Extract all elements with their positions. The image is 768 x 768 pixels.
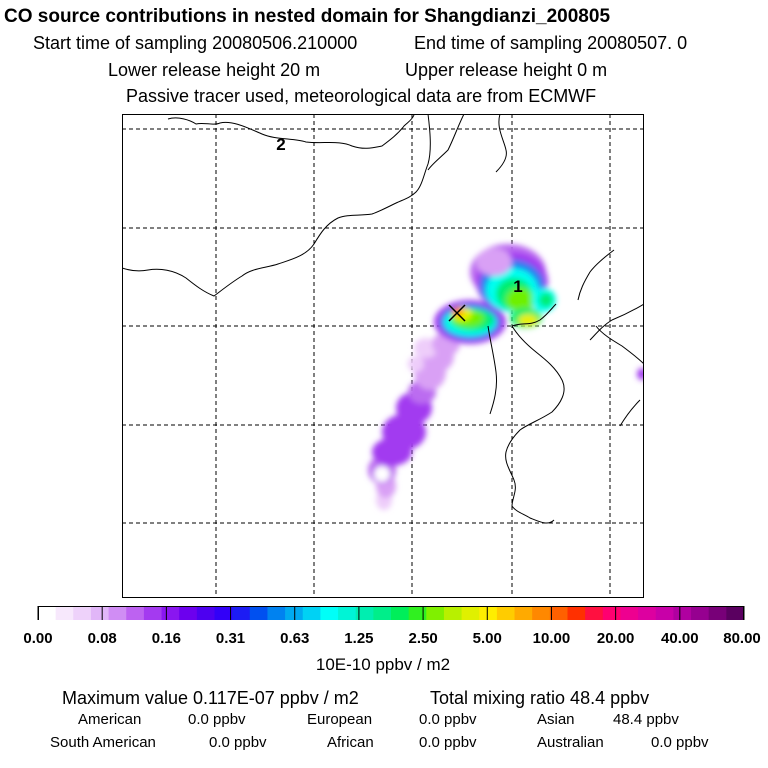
region-name-european: European [307, 711, 373, 728]
colorbar-swatch [408, 606, 427, 620]
colorbar-swatch [708, 606, 727, 620]
colorbar-tick-label: 80.00 [723, 630, 761, 647]
colorbar-tick-label: 10.00 [532, 630, 571, 647]
region-name-asian: Asian [537, 711, 575, 728]
colorbar-swatch [585, 606, 604, 620]
plume-contour [414, 338, 438, 358]
colorbar-swatch [496, 606, 516, 620]
plume-gap [374, 466, 390, 482]
colorbar-swatch [479, 606, 498, 620]
region-name-african: African [327, 734, 374, 751]
release-site-marker [448, 304, 466, 322]
plume-contour [476, 248, 512, 276]
colorbar-swatch [691, 606, 710, 620]
colorbar-tick-label: 2.50 [408, 630, 438, 647]
colorbar-tick-label: 1.25 [344, 630, 374, 647]
colorbar-swatch [143, 606, 163, 620]
region-name-south-american: South American [50, 734, 156, 751]
colorbar-swatch [108, 606, 127, 620]
colorbar-swatch [391, 606, 410, 620]
plume-contour [506, 288, 534, 312]
location-marker-2: 2 [276, 135, 285, 154]
end-time-label: End time of sampling 20080507. 0 [414, 33, 688, 53]
region-value-european: 0.0 ppbv [419, 711, 477, 728]
colorbar-swatch [320, 606, 339, 620]
colorbar-tick-label: 0.00 [23, 630, 53, 647]
region-value-african: 0.0 ppbv [419, 734, 477, 751]
total-mixing-ratio: Total mixing ratio 48.4 ppbv [430, 688, 650, 708]
colorbar-swatch [638, 606, 657, 620]
colorbar-tick-label: 0.16 [151, 630, 181, 647]
colorbar-swatch [55, 606, 74, 620]
colorbar-swatch [73, 606, 92, 620]
tracer-note: Passive tracer used, meteorological data… [126, 86, 597, 106]
location-marker-1: 1 [513, 277, 522, 296]
map-title: CO source contributions in nested domain… [4, 6, 611, 27]
colorbar-swatch [38, 606, 57, 620]
colorbar-swatch [655, 606, 674, 620]
start-time-label: Start time of sampling 20080506.210000 [33, 33, 358, 53]
region-value-american: 0.0 ppbv [188, 711, 246, 728]
colorbar-unit: 10E-10 ppbv / m2 [315, 655, 451, 674]
colorbar-swatch [426, 606, 445, 620]
colorbar-swatch [514, 606, 533, 620]
colorbar-tick-label: 0.63 [280, 630, 310, 647]
map-frame [122, 114, 644, 598]
colorbar-swatch [214, 606, 233, 620]
colorbar-swatch [532, 606, 551, 620]
colorbar-swatch [196, 606, 215, 620]
concentration-plume [368, 244, 644, 510]
colorbar-swatch [373, 606, 392, 620]
region-value-australian: 0.0 ppbv [651, 734, 709, 751]
map-gridlines [122, 114, 644, 598]
colorbar-swatch [249, 606, 268, 620]
colorbar-swatch [302, 606, 321, 620]
plume-contour [539, 293, 553, 307]
coastline-borders [122, 114, 644, 524]
colorbar-swatch [549, 606, 568, 620]
region-value-south-american: 0.0 ppbv [209, 734, 267, 751]
colorbar-swatch [355, 606, 374, 620]
colorbar-swatch [232, 606, 251, 620]
colorbar-swatch [126, 606, 145, 620]
plume-contour [408, 356, 424, 372]
colorbar-swatch [620, 606, 639, 620]
colorbar-swatch [161, 606, 180, 620]
colorbar-swatch [443, 606, 463, 620]
map-panel: 2 1 [37, 114, 745, 620]
colorbar-swatch [338, 606, 357, 620]
colorbar-tick-label: 0.31 [215, 630, 246, 647]
colorbar-swatch [602, 606, 621, 620]
colorbar-swatch [179, 606, 198, 620]
colorbar-swatch [461, 606, 480, 620]
region-value-asian: 48.4 ppbv [613, 711, 679, 728]
colorbar-tick-label: 5.00 [472, 630, 502, 647]
colorbar [37, 606, 745, 620]
upper-release-height: Upper release height 0 m [405, 60, 608, 80]
colorbar-swatch [267, 606, 286, 620]
colorbar-swatch [726, 606, 745, 620]
colorbar-tick-label: 40.00 [661, 630, 699, 647]
colorbar-swatch [673, 606, 692, 620]
colorbar-swatch [90, 606, 110, 620]
plume-contour [637, 368, 644, 380]
colorbar-tick-label: 0.08 [87, 630, 117, 647]
colorbar-tick-label: 20.00 [596, 630, 635, 647]
maximum-value: Maximum value 0.117E-07 ppbv / m2 [62, 688, 359, 708]
region-name-australian: Australian [537, 734, 604, 751]
lower-release-height: Lower release height 20 m [108, 60, 321, 80]
region-name-american: American [78, 711, 142, 728]
colorbar-swatch [285, 606, 304, 620]
colorbar-swatch [567, 606, 586, 620]
